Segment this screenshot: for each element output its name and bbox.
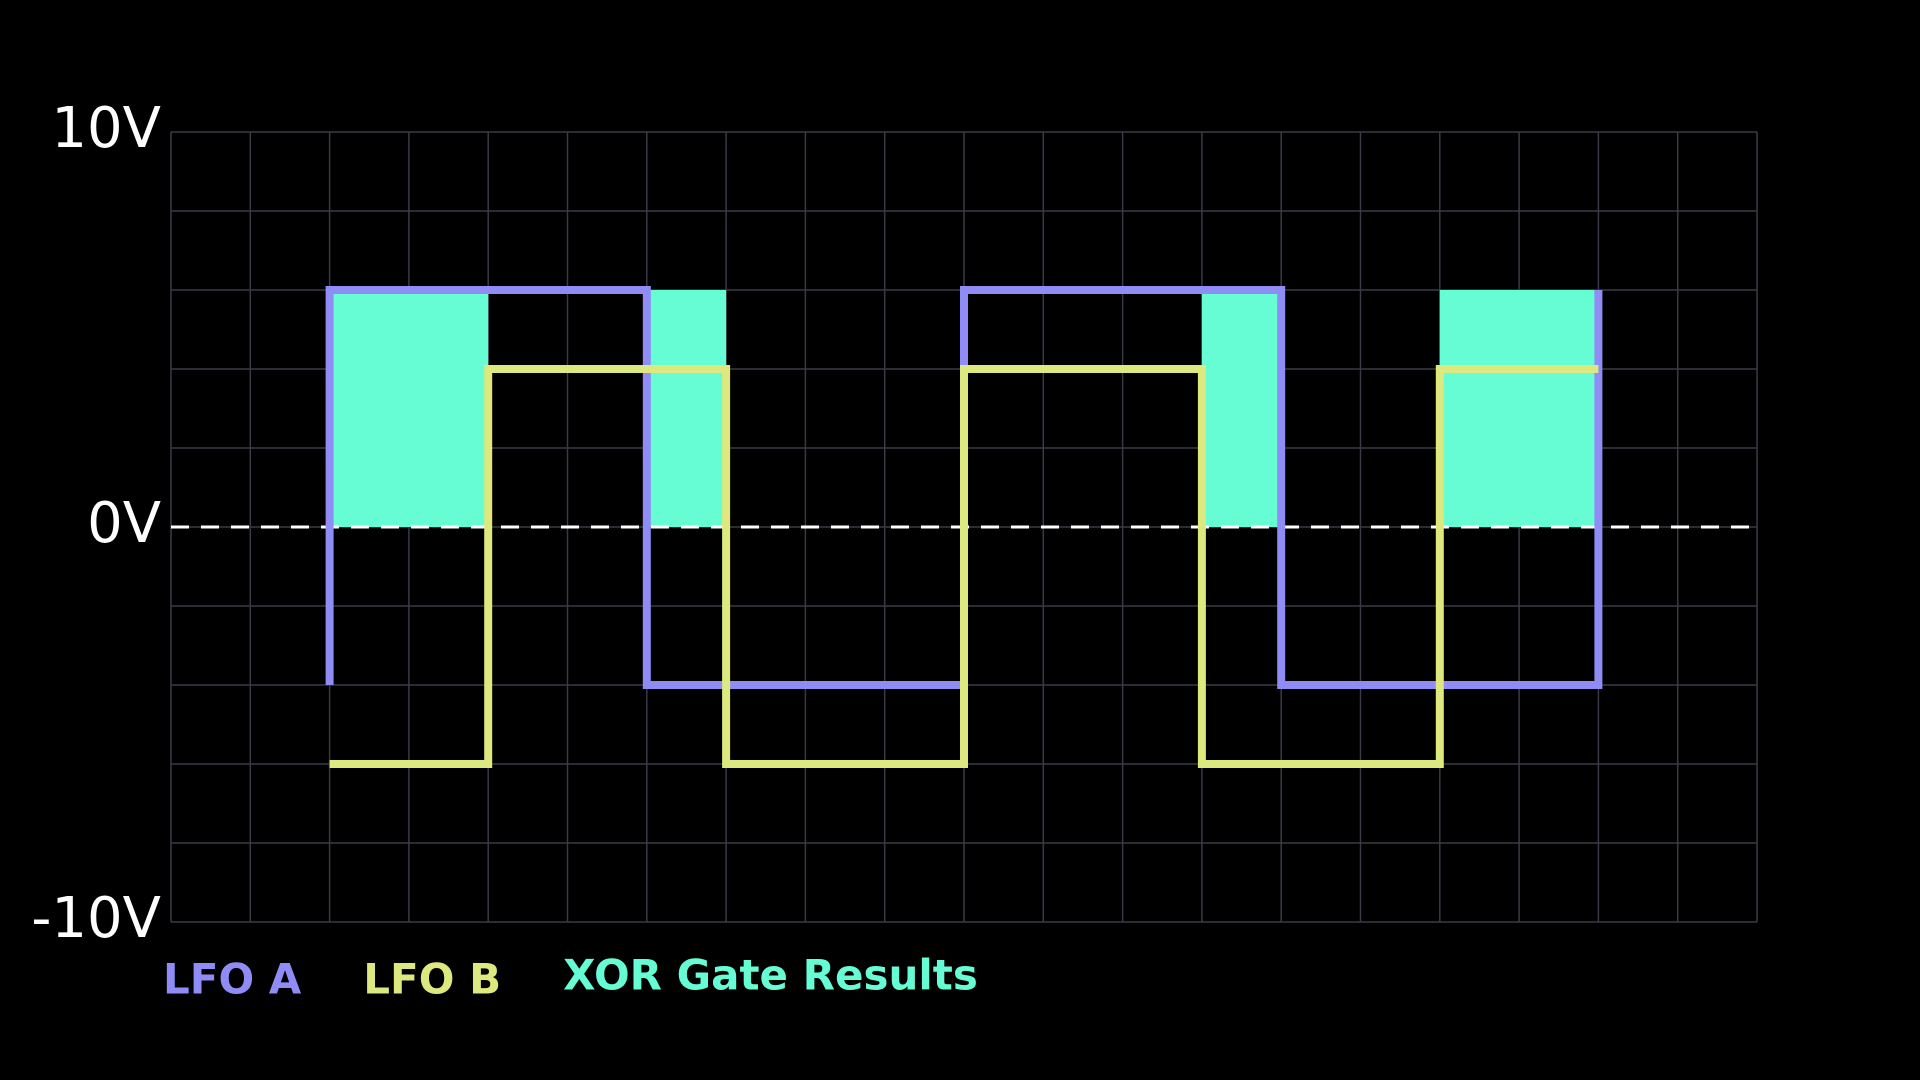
gate-region — [646, 290, 727, 527]
y-tick-label: 0V — [87, 491, 161, 556]
y-tick-label: -10V — [31, 886, 161, 951]
gate-region — [1201, 290, 1282, 527]
legend-label: XOR Gate Results — [563, 951, 978, 1000]
series-line — [329, 365, 1599, 768]
gate-region — [329, 290, 489, 527]
legend-label: LFO A — [163, 955, 302, 1004]
legend-label: LFO B — [363, 955, 501, 1004]
y-tick-label: 10V — [51, 96, 161, 161]
gate-region — [1439, 290, 1599, 527]
